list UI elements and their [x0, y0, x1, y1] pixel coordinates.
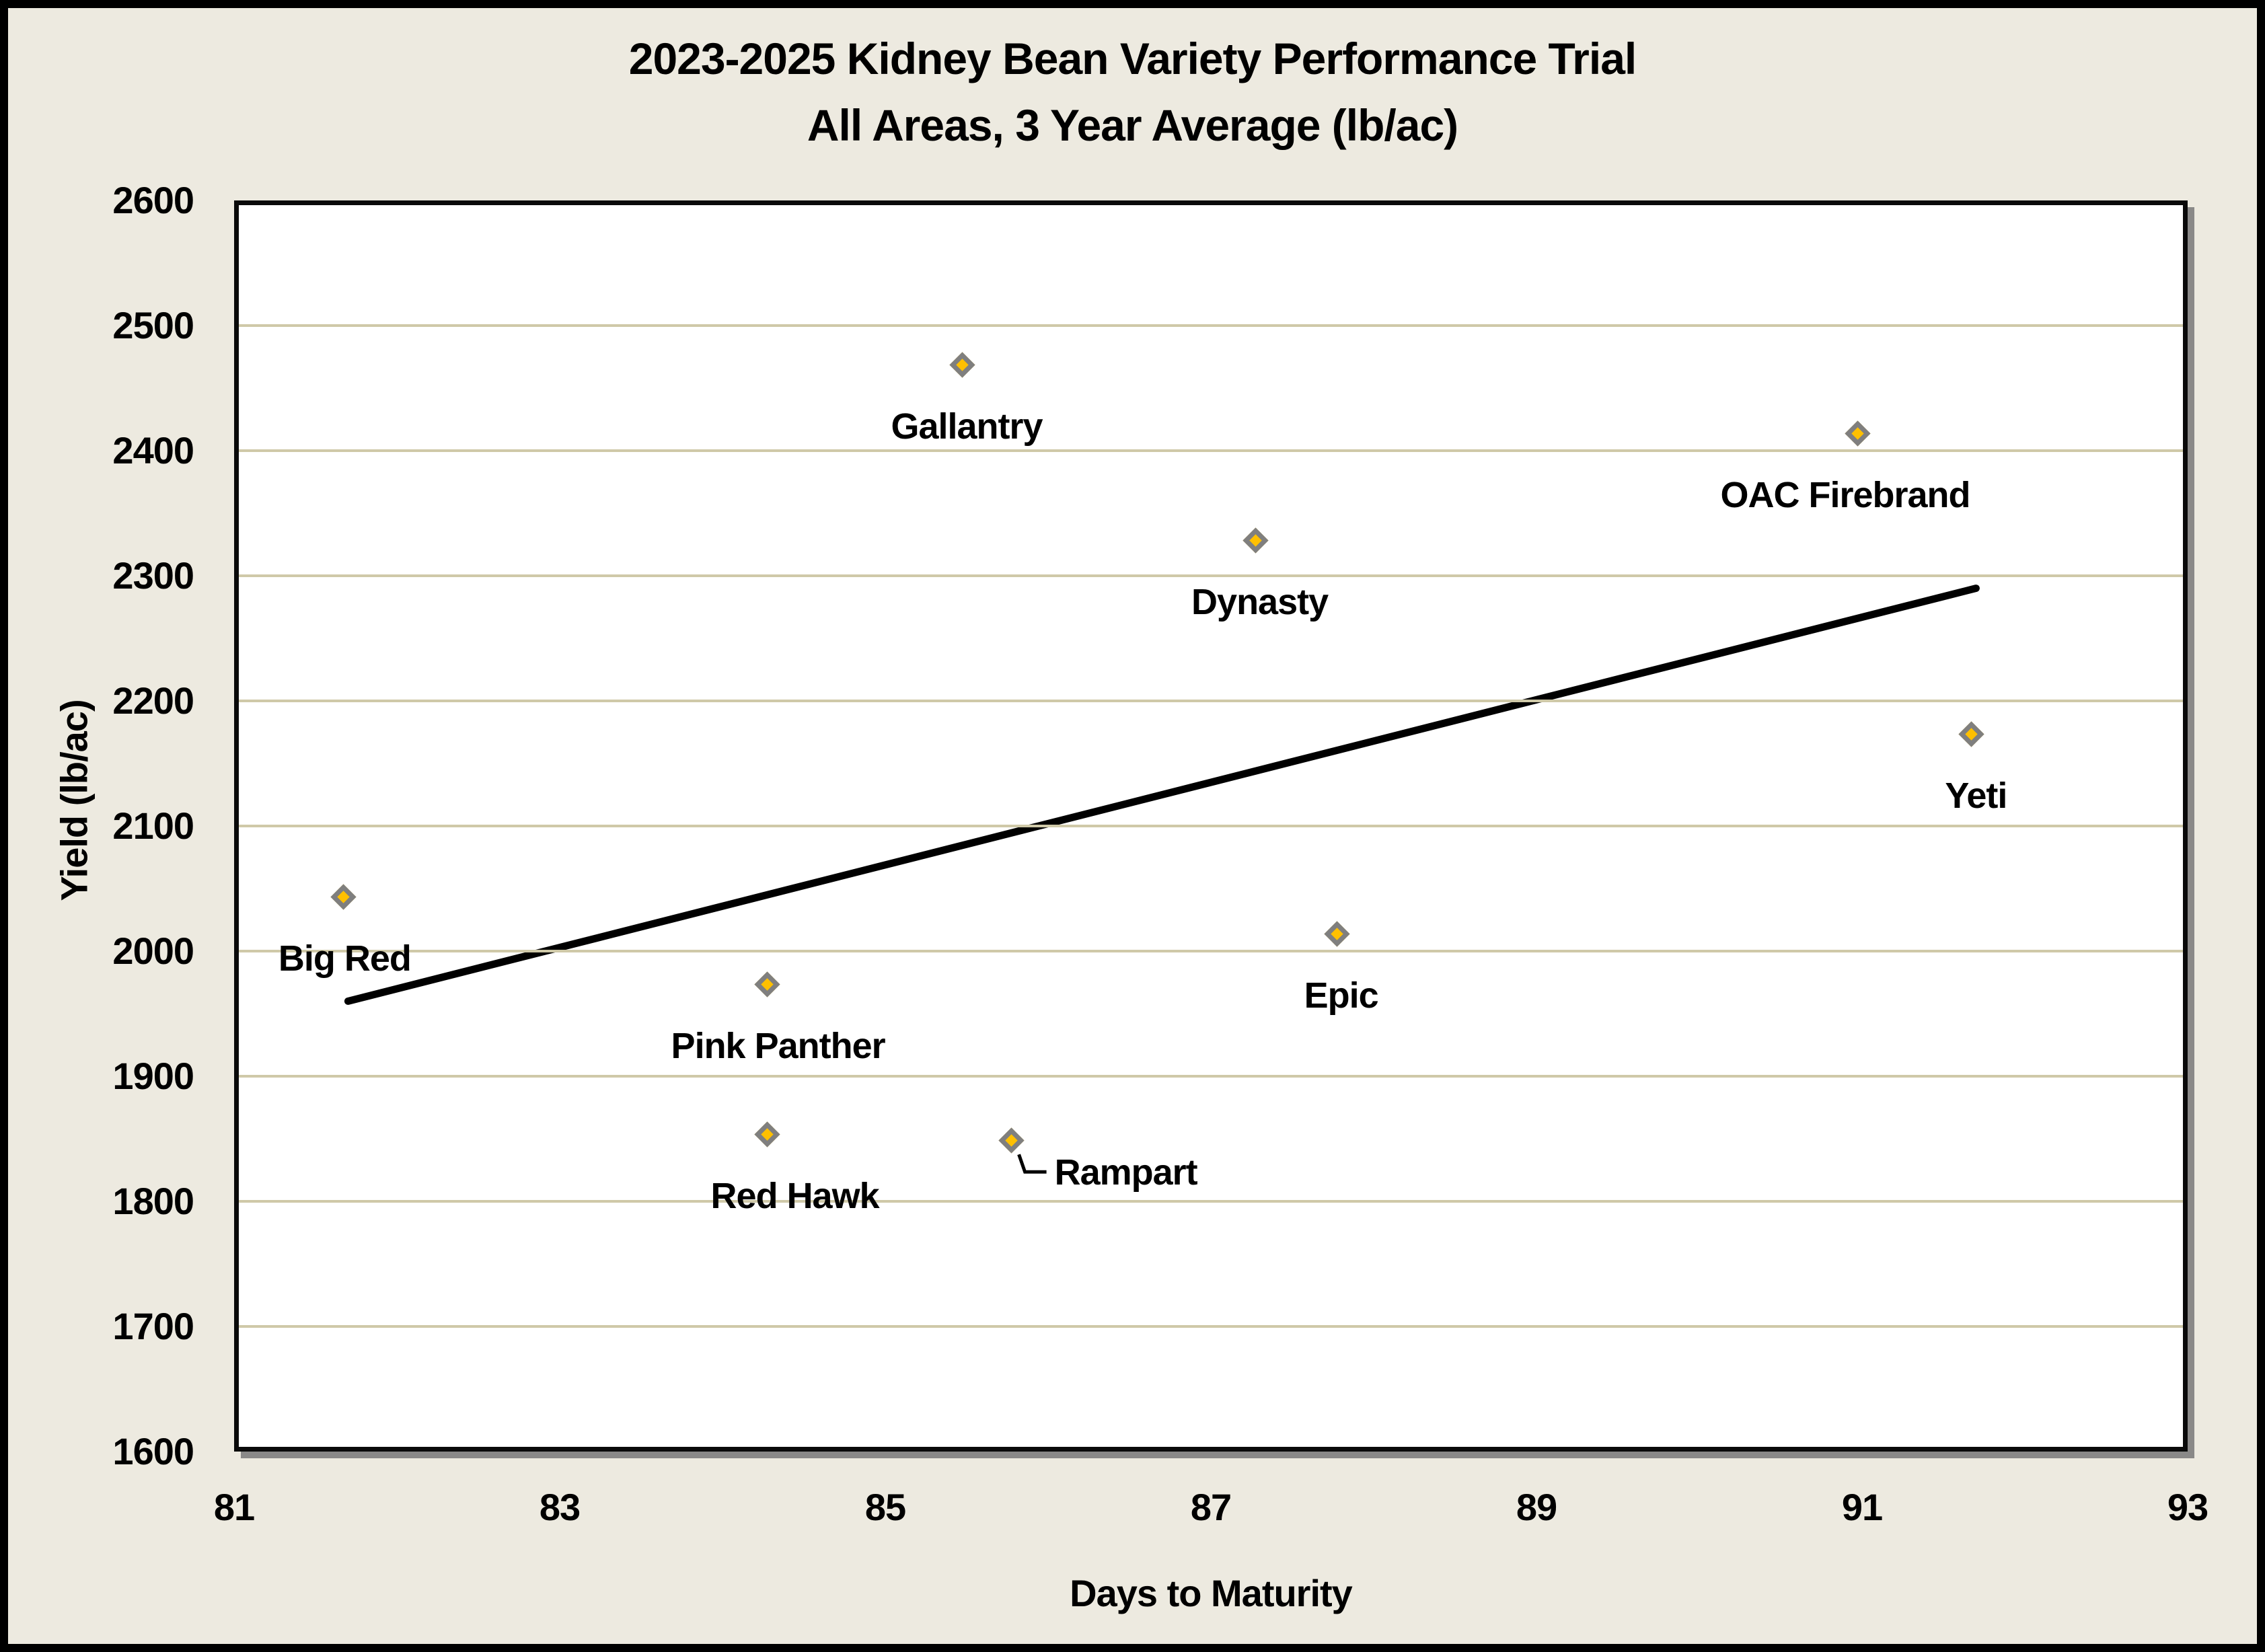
y-tick-label: 1700: [112, 1305, 194, 1347]
x-tick-label: 93: [2167, 1486, 2208, 1528]
y-gridline: [239, 700, 2183, 702]
x-tick-label: 85: [864, 1486, 906, 1528]
data-point-label: Red Hawk: [710, 1176, 880, 1216]
y-tick-label: 1900: [112, 1055, 194, 1097]
data-point-label: Yeti: [1945, 775, 2007, 816]
x-tick-label: 83: [539, 1486, 581, 1528]
data-point-label: Big Red: [278, 938, 412, 979]
y-gridline: [239, 324, 2183, 327]
x-tick-label: 81: [213, 1486, 255, 1528]
chart-title-line1: 2023-2025 Kidney Bean Variety Performanc…: [628, 34, 1637, 83]
data-point-label: Rampart: [1054, 1152, 1198, 1193]
y-tick-label: 2500: [112, 304, 194, 346]
y-tick-label: 2400: [112, 429, 194, 472]
data-point-label: Pink Panther: [671, 1025, 886, 1066]
data-point-label: Dynasty: [1191, 581, 1329, 622]
y-tick-label: 2100: [112, 804, 194, 847]
y-axis-title: Yield (lb/ac): [52, 700, 96, 901]
x-tick-label: 91: [1841, 1486, 1883, 1528]
chart-canvas: 2023-2025 Kidney Bean Variety Performanc…: [8, 8, 2257, 1644]
x-tick-label: 89: [1516, 1486, 1557, 1528]
y-tick-label: 2300: [112, 554, 194, 597]
y-gridline: [239, 449, 2183, 452]
chart-title: 2023-2025 Kidney Bean Variety Performanc…: [8, 26, 2257, 159]
y-tick-label: 1600: [112, 1430, 194, 1472]
data-point-label: Epic: [1304, 975, 1379, 1016]
x-tick-label: 87: [1190, 1486, 1232, 1528]
y-gridline: [239, 1075, 2183, 1078]
data-point-label: OAC Firebrand: [1720, 475, 1970, 516]
y-tick-label: 1800: [112, 1180, 194, 1222]
y-gridline: [239, 825, 2183, 827]
y-gridline: [239, 1200, 2183, 1203]
data-point-label: Gallantry: [891, 406, 1043, 447]
x-axis-title: Days to Maturity: [1070, 1572, 1353, 1614]
chart-title-line2: All Areas, 3 Year Average (lb/ac): [807, 100, 1458, 150]
y-tick-label: 2000: [112, 930, 194, 972]
y-gridline: [239, 1325, 2183, 1328]
y-tick-label: 2200: [112, 679, 194, 722]
y-gridline: [239, 574, 2183, 577]
y-tick-label: 2600: [112, 179, 194, 221]
y-gridline: [239, 950, 2183, 952]
